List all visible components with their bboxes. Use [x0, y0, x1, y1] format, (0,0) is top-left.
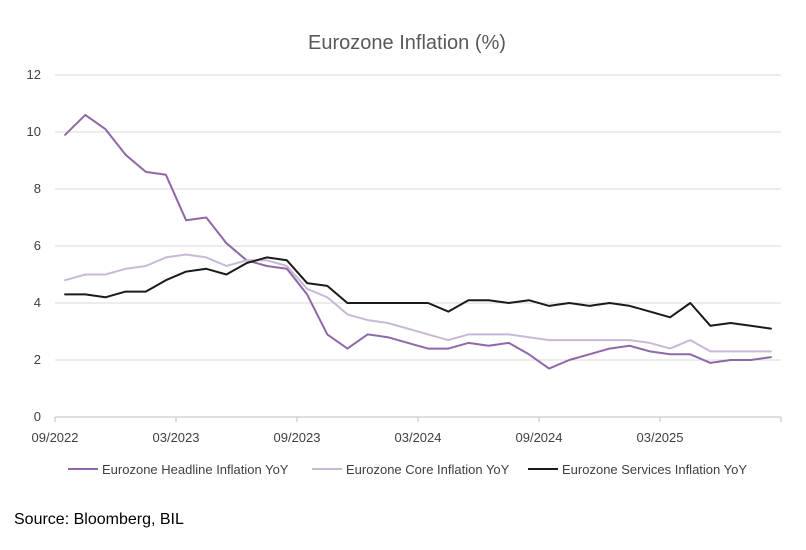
x-tick-label: 09/2023: [274, 430, 321, 445]
y-tick-label: 6: [34, 238, 41, 253]
chart-title: Eurozone Inflation (%): [308, 32, 506, 54]
gridlines: [55, 74, 781, 361]
y-tick-label: 4: [34, 295, 41, 310]
y-tick-label: 10: [27, 124, 41, 139]
series-line-1: [64, 113, 772, 370]
x-tick-label: 09/2024: [516, 430, 563, 445]
x-axis: 09/2022 03/2023 09/2023 03/2024 09/2024 03/20…: [32, 416, 782, 445]
source-note: Source: Bloomberg, BIL: [14, 511, 184, 528]
x-tick-label: 09/2022: [32, 430, 79, 445]
x-tick-label: 03/2025: [637, 430, 684, 445]
y-tick-label: 12: [27, 67, 41, 82]
y-axis: 0 2 4 6 8 10 12: [27, 67, 41, 424]
legend-label-2: Eurozone Core Inflation YoY: [346, 462, 510, 477]
series-line-2: [64, 253, 772, 353]
x-tick-label: 03/2023: [153, 430, 200, 445]
series-line-3: [64, 256, 772, 330]
legend: Eurozone Headline Inflation YoY Eurozone …: [68, 462, 747, 477]
y-tick-label: 0: [34, 409, 41, 424]
series-group: [64, 113, 772, 370]
y-tick-label: 2: [34, 352, 41, 367]
legend-label-3: Eurozone Services Inflation YoY: [562, 462, 747, 477]
legend-label-1: Eurozone Headline Inflation YoY: [102, 462, 289, 477]
y-tick-label: 8: [34, 181, 41, 196]
x-tick-label: 03/2024: [395, 430, 442, 445]
